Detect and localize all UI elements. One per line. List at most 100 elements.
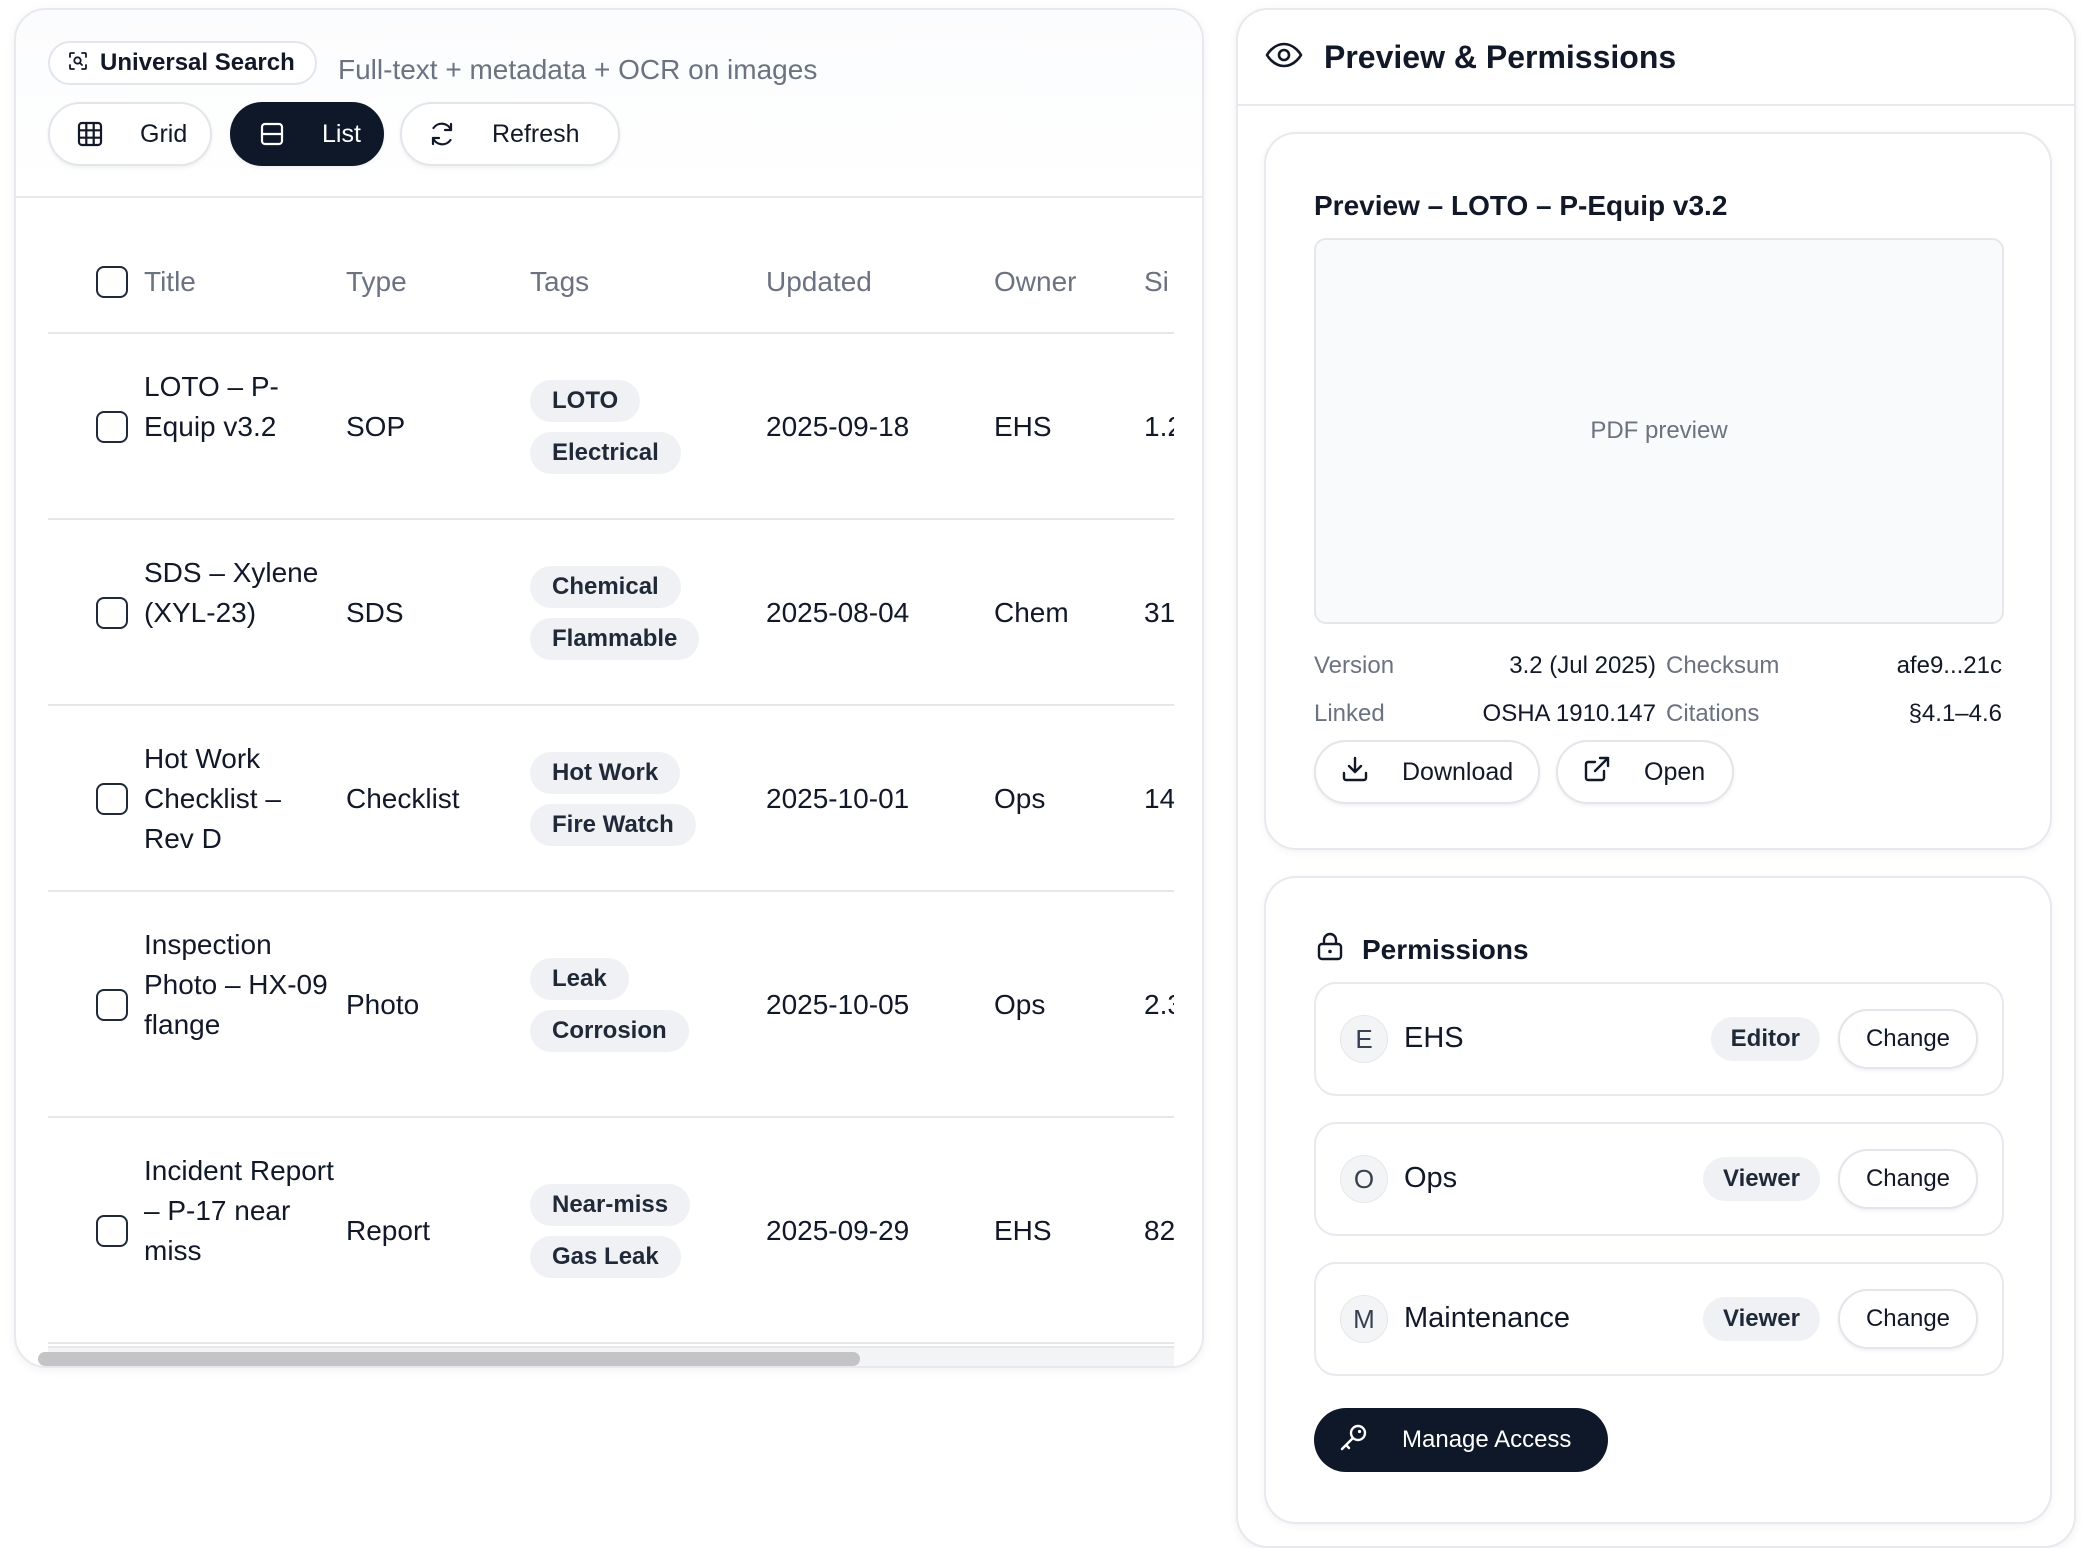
tag-chip[interactable]: LOTO — [530, 380, 641, 422]
avatar: O — [1340, 1155, 1388, 1203]
download-button[interactable]: Download — [1314, 740, 1540, 804]
table-header: Title Type Tags Updated Owner Si — [48, 200, 1174, 334]
pdf-preview-placeholder: PDF preview — [1590, 417, 1728, 444]
row-title[interactable]: Hot Work Checklist – Rev D — [144, 743, 281, 854]
row-checkbox[interactable] — [96, 989, 128, 1021]
refresh-icon — [426, 118, 458, 150]
grid-view-button[interactable]: Grid — [48, 102, 212, 166]
row-checkbox[interactable] — [96, 411, 128, 443]
column-header-tags[interactable]: Tags — [530, 266, 590, 297]
open-button[interactable]: Open — [1556, 740, 1734, 804]
column-header-title[interactable]: Title — [144, 266, 196, 297]
tag-chip[interactable]: Flammable — [530, 618, 700, 660]
download-label: Download — [1402, 757, 1514, 786]
checksum-value: afe9...21c — [1896, 652, 2002, 679]
permissions-title: Permissions — [1362, 933, 1529, 965]
row-title[interactable]: Inspection Photo – HX-09 flange — [144, 929, 328, 1040]
permission-row-ops: O Ops Viewer Change — [1314, 1122, 2004, 1236]
tag-chip[interactable]: Hot Work — [530, 752, 681, 794]
row-checkbox[interactable] — [96, 1215, 128, 1247]
row-owner: Ops — [994, 783, 1046, 814]
documents-table: Title Type Tags Updated Owner Si LOTO – … — [48, 200, 1174, 1350]
column-header-size[interactable]: Si — [1144, 266, 1169, 297]
version-value: 3.2 (Jul 2025) — [1509, 652, 1656, 679]
document-list-panel: Universal Search Full-text + metadata + … — [14, 8, 1204, 1368]
row-checkbox[interactable] — [96, 597, 128, 629]
table-row[interactable]: Incident Report – P-17 near miss Report … — [48, 1118, 1174, 1344]
permissions-heading: Permissions — [1314, 930, 1529, 969]
row-title[interactable]: LOTO – P-Equip v3.2 — [144, 371, 279, 442]
row-owner: Chem — [994, 597, 1069, 628]
table-row[interactable]: SDS – Xylene (XYL-23) SDS Chemical Flamm… — [48, 520, 1174, 706]
tag-chip[interactable]: Gas Leak — [530, 1236, 681, 1278]
role-badge: Viewer — [1703, 1157, 1820, 1201]
row-updated: 2025-10-05 — [766, 989, 910, 1020]
horizontal-scrollbar-thumb[interactable] — [38, 1352, 860, 1366]
row-type: Checklist — [346, 783, 460, 814]
scan-search-icon — [68, 51, 88, 76]
pdf-preview[interactable]: PDF preview — [1314, 238, 2004, 624]
change-role-button[interactable]: Change — [1838, 1149, 1978, 1209]
linked-label: Linked — [1314, 700, 1385, 727]
row-updated: 2025-08-04 — [766, 597, 910, 628]
permission-row-maintenance: M Maintenance Viewer Change — [1314, 1262, 2004, 1376]
checksum-label: Checksum — [1666, 652, 1780, 679]
tag-chip[interactable]: Near-miss — [530, 1184, 691, 1226]
role-badge: Editor — [1710, 1017, 1820, 1061]
key-icon — [1338, 1421, 1370, 1460]
row-size: 31 — [1144, 597, 1174, 628]
permission-row-ehs: E EHS Editor Change — [1314, 982, 2004, 1096]
row-size: 82 — [1144, 1215, 1174, 1246]
citations-label: Citations — [1666, 700, 1760, 727]
panel-title: Preview & Permissions — [1324, 38, 1677, 75]
table-row[interactable]: Inspection Photo – HX-09 flange Photo Le… — [48, 892, 1174, 1118]
search-hint: Full-text + metadata + OCR on images — [338, 54, 818, 85]
grid-label: Grid — [140, 119, 188, 148]
row-owner: EHS — [994, 411, 1052, 442]
manage-access-label: Manage Access — [1402, 1426, 1572, 1453]
search-chip-label: Universal Search — [100, 49, 295, 76]
row-size: 14 — [1144, 783, 1174, 814]
row-owner: Ops — [994, 989, 1046, 1020]
row-title[interactable]: Incident Report – P-17 near miss — [144, 1155, 334, 1266]
row-type: SOP — [346, 411, 406, 442]
linked-value: OSHA 1910.147 — [1482, 700, 1656, 727]
change-role-button[interactable]: Change — [1838, 1289, 1978, 1349]
change-role-button[interactable]: Change — [1838, 1009, 1978, 1069]
list-icon — [256, 118, 288, 150]
grid-icon — [74, 118, 106, 150]
external-link-icon — [1582, 754, 1612, 791]
column-header-type[interactable]: Type — [346, 266, 407, 297]
group-name: Ops — [1404, 1162, 1458, 1194]
tag-chip[interactable]: Fire Watch — [530, 804, 696, 846]
download-icon — [1340, 754, 1370, 791]
row-title[interactable]: SDS – Xylene (XYL-23) — [144, 557, 319, 628]
row-size: 1.2 — [1144, 411, 1174, 442]
group-name: EHS — [1404, 1022, 1464, 1054]
row-type: SDS — [346, 597, 404, 628]
row-type: Photo — [346, 989, 420, 1020]
tag-chip[interactable]: Electrical — [530, 432, 681, 474]
panel-header: Preview & Permissions — [1238, 10, 2074, 106]
preview-title: Preview – LOTO – P-Equip v3.2 — [1314, 190, 1728, 221]
select-all-checkbox[interactable] — [96, 266, 128, 298]
tag-chip[interactable]: Leak — [530, 958, 629, 1000]
toolbar: Universal Search Full-text + metadata + … — [16, 10, 1202, 198]
refresh-button[interactable]: Refresh — [400, 102, 620, 166]
table-row[interactable]: Hot Work Checklist – Rev D Checklist Hot… — [48, 706, 1174, 892]
row-checkbox[interactable] — [96, 783, 128, 815]
manage-access-button[interactable]: Manage Access — [1314, 1408, 1608, 1472]
eye-icon — [1264, 35, 1304, 80]
row-size: 2.3 — [1144, 989, 1174, 1020]
open-label: Open — [1644, 757, 1706, 786]
refresh-label: Refresh — [492, 119, 580, 148]
column-header-owner[interactable]: Owner — [994, 266, 1077, 297]
avatar: E — [1340, 1015, 1388, 1063]
tag-chip[interactable]: Chemical — [530, 566, 681, 608]
table-row[interactable]: LOTO – P-Equip v3.2 SOP LOTO Electrical … — [48, 334, 1174, 520]
universal-search-chip[interactable]: Universal Search — [48, 41, 317, 85]
list-view-button[interactable]: List — [230, 102, 384, 166]
tag-chip[interactable]: Corrosion — [530, 1010, 689, 1052]
column-header-updated[interactable]: Updated — [766, 266, 872, 297]
list-label: List — [322, 119, 361, 148]
